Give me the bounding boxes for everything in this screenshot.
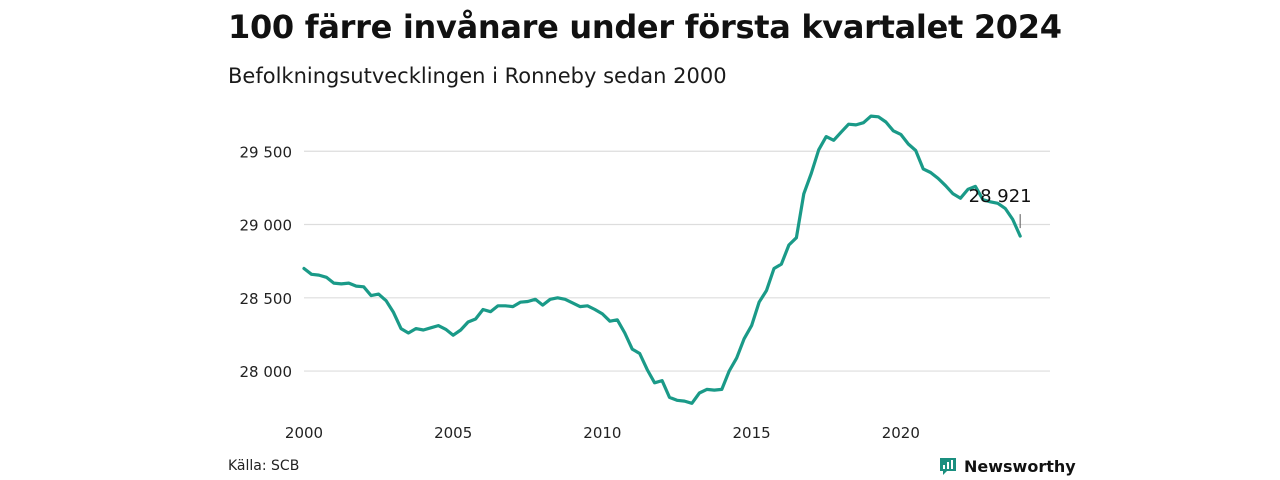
chart-title: 100 färre invånare under första kvartale…	[228, 8, 1062, 46]
x-tick-label: 2005	[434, 424, 472, 442]
x-tick-label: 2020	[882, 424, 920, 442]
brand-name: Newsworthy	[964, 456, 1076, 476]
x-tick-label: 2000	[285, 424, 323, 442]
y-axis-ticks: 28 000 28 500 29 000 29 500	[240, 143, 293, 381]
series-line-population	[302, 114, 1022, 405]
y-tick-label: 29 500	[240, 143, 293, 161]
x-axis-ticks: 2000 2005 2010 2015 2020	[285, 424, 920, 442]
y-tick-label: 29 000	[240, 217, 293, 235]
y-tick-label: 28 500	[240, 290, 293, 308]
grid-lines	[304, 150, 1050, 372]
x-tick-label: 2010	[583, 424, 621, 442]
chart-subtitle: Befolkningsutvecklingen i Ronneby sedan …	[228, 64, 727, 88]
source-note: Källa: SCB	[228, 458, 300, 474]
newsworthy-logo-icon	[940, 458, 956, 475]
annotation-label: 28 921	[969, 186, 1032, 207]
y-tick-label: 28 000	[240, 363, 293, 381]
x-tick-label: 2015	[733, 424, 771, 442]
brand-logo[interactable]: Newsworthy	[938, 456, 1076, 476]
